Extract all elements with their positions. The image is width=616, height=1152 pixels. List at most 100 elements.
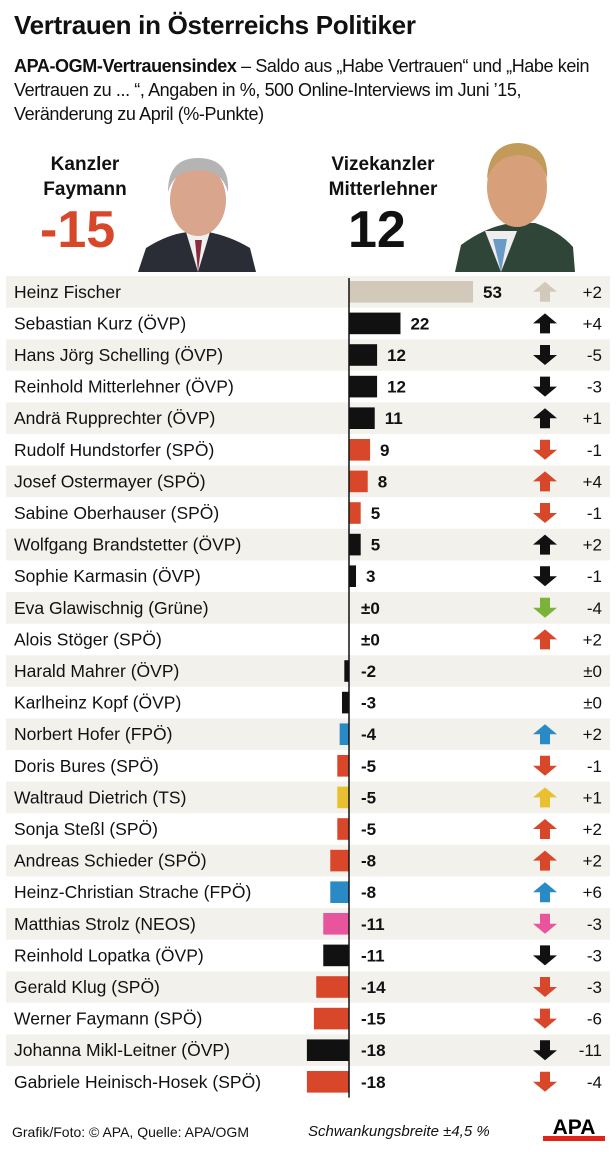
category-label: Andreas Schieder (SPÖ): [14, 851, 207, 871]
svg-text:APA: APA: [553, 1116, 596, 1139]
arrow-up-icon: [533, 629, 557, 650]
label2: Mitterlehner: [328, 179, 438, 200]
bar: [349, 281, 474, 303]
change-label: +2: [583, 630, 602, 649]
arrow-down-icon: [533, 345, 557, 365]
bar: [349, 502, 361, 524]
row-background: [6, 971, 610, 1003]
change-label: -3: [587, 378, 602, 397]
arrow-down-icon: [533, 376, 557, 397]
label1: Vizekanzler: [331, 154, 435, 175]
category-label: Andrä Rupprechter (ÖVP): [14, 408, 215, 428]
change-label: -1: [587, 441, 602, 460]
subtitle-bold: APA-OGM-Vertrauensindex: [14, 56, 237, 76]
value-label: -11: [361, 915, 385, 934]
bar: [337, 818, 349, 840]
category-label: Heinz-Christian Strache (FPÖ): [14, 882, 251, 902]
change-label: +6: [583, 883, 602, 902]
arrow-up-icon: [533, 313, 557, 334]
bar: [306, 1039, 349, 1061]
row-background: [6, 592, 610, 624]
value-label: ±0: [361, 599, 380, 618]
arrow-up-icon: [533, 819, 557, 839]
change-label: -1: [587, 567, 602, 586]
row-background: [6, 339, 610, 371]
arrow-up-icon: [533, 281, 557, 302]
arrow-down-icon: [533, 597, 557, 618]
value-label: 8: [378, 472, 387, 491]
change-label: +2: [583, 536, 602, 555]
change-label: +2: [583, 725, 602, 744]
arrow-down-icon: [533, 503, 557, 523]
bar: [323, 913, 349, 935]
apa-logo: APA: [543, 1116, 605, 1141]
value-label: -4: [361, 725, 377, 744]
bar: [349, 375, 378, 398]
bar: [316, 976, 349, 998]
category-label: Hans Jörg Schelling (ÖVP): [14, 345, 223, 365]
bar: [344, 660, 349, 682]
bar: [349, 344, 378, 366]
category-label: Harald Mahrer (ÖVP): [14, 661, 179, 681]
row-background: [6, 276, 610, 308]
value-label: 12: [387, 346, 406, 365]
arrow-down-icon: [533, 977, 557, 997]
value-label: 22: [410, 314, 429, 333]
change-label: +4: [583, 314, 602, 333]
change-label: -4: [587, 1073, 602, 1092]
category-label: Waltraud Dietrich (TS): [14, 787, 186, 807]
arrow-up-icon: [533, 850, 557, 871]
bar: [337, 755, 349, 777]
footer-source: Grafik/Foto: © APA, Quelle: APA/OGM: [12, 1124, 249, 1140]
change-label: -4: [587, 599, 602, 618]
category-label: Johanna Mikl-Leitner (ÖVP): [14, 1040, 230, 1060]
bar: [339, 723, 349, 745]
bar: [313, 1007, 349, 1030]
category-label: Sabine Oberhauser (SPÖ): [14, 503, 219, 523]
bar: [323, 944, 349, 967]
value-label: -5: [361, 757, 376, 776]
category-label: Josef Ostermayer (SPÖ): [14, 471, 206, 491]
category-label: Doris Bures (SPÖ): [14, 756, 159, 776]
row-background: [6, 908, 610, 940]
highlight-left-value: -15: [40, 201, 116, 259]
value-label: -3: [361, 694, 376, 713]
change-label: ±0: [583, 662, 602, 681]
value-label: -2: [361, 662, 376, 681]
change-label: -6: [587, 1010, 602, 1029]
category-label: Sebastian Kurz (ÖVP): [14, 313, 186, 333]
category-label: Eva Glawischnig (Grüne): [14, 598, 209, 618]
arrow-down-icon: [533, 1008, 557, 1029]
value-label: -11: [361, 946, 385, 965]
row-background: [6, 528, 610, 561]
highlight-left-label: Kanzler Faymann: [30, 152, 140, 202]
value-label: 5: [371, 536, 380, 555]
category-label: Reinhold Lopatka (ÖVP): [14, 945, 204, 965]
bar: [349, 439, 371, 461]
change-label: +1: [583, 788, 602, 807]
category-label: Matthias Strolz (NEOS): [14, 914, 196, 934]
category-label: Sonja Steßl (SPÖ): [14, 819, 158, 839]
value-label: -18: [361, 1041, 386, 1060]
value-label: -14: [361, 978, 386, 997]
bar: [349, 533, 361, 556]
arrow-up-icon: [533, 471, 557, 492]
bar: [330, 849, 349, 872]
arrow-down-icon: [533, 1071, 557, 1092]
row-background: [6, 844, 610, 877]
arrow-up-icon: [533, 724, 557, 745]
row-background: [6, 718, 610, 750]
photo-faymann: [138, 148, 256, 272]
bar: [306, 1071, 349, 1093]
change-label: -11: [579, 1041, 602, 1060]
category-label: Norbert Hofer (FPÖ): [14, 724, 173, 744]
arrow-down-icon: [533, 945, 557, 966]
category-label: Wolfgang Brandstetter (ÖVP): [14, 535, 241, 555]
category-label: Rudolf Hundstorfer (SPÖ): [14, 440, 214, 460]
bar: [349, 312, 401, 335]
value-label: -5: [361, 788, 376, 807]
subtitle: APA-OGM-Vertrauensindex – Saldo aus „Hab…: [14, 54, 614, 126]
category-label: Karlheinz Kopf (ÖVP): [14, 693, 181, 713]
arrow-down-icon: [533, 913, 557, 934]
